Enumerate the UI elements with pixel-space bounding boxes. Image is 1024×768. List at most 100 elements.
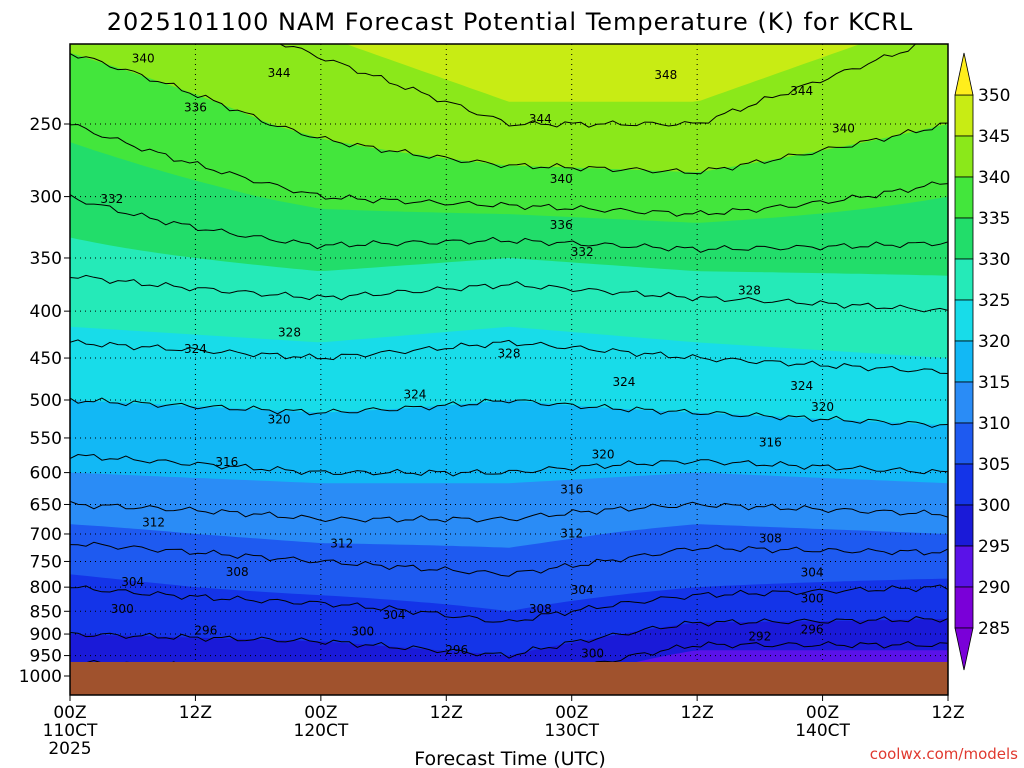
contour-label: 316 [215, 455, 238, 469]
contour-label: 344 [268, 66, 291, 80]
x-tick-label: 110CT [43, 721, 98, 741]
grid-lines [70, 44, 948, 662]
contour-300 [70, 616, 948, 659]
contour-label: 292 [748, 630, 771, 644]
y-tick-label: 800 [30, 578, 62, 598]
contour-label: 316 [560, 482, 583, 496]
colorbar: 350 345 340 335 330 325 320 315 310 305 300 295 290 2… [954, 52, 1010, 671]
x-tick-label: 140CT [795, 721, 850, 741]
colorbar-label: 345 [978, 127, 1010, 147]
colorbar-box [954, 545, 974, 588]
x-tick-label: 120CT [294, 721, 349, 741]
y-tick-label: 400 [30, 302, 62, 322]
contour-label: 336 [550, 218, 573, 232]
contour-label: 300 [111, 602, 134, 616]
colorbar-label: 335 [978, 209, 1010, 229]
colorbar-label: 340 [978, 168, 1010, 188]
contour-label: 300 [801, 591, 824, 605]
colorbar-label: 310 [978, 414, 1010, 434]
y-tick-label: 750 [30, 552, 62, 572]
colorbar-box [954, 463, 974, 506]
x-tick-label: 12Z [179, 703, 212, 723]
contour-label: 316 [759, 435, 782, 449]
contour-label: 324 [403, 387, 426, 401]
y-tick-label: 450 [30, 349, 62, 369]
contour-label: 308 [226, 565, 249, 579]
contour-label: 308 [759, 532, 782, 546]
contour-label: 320 [811, 400, 834, 414]
contour-340 [70, 53, 948, 175]
contour-label: 324 [790, 379, 813, 393]
colorbar-box [954, 258, 974, 301]
contour-308 [70, 541, 948, 577]
y-tick-label: 650 [30, 495, 62, 515]
colorbar-box [954, 586, 974, 629]
contour-336 [70, 123, 948, 217]
contour-label: 312 [560, 526, 583, 540]
y-tick-label: 350 [30, 249, 62, 269]
contour-label: 312 [142, 515, 165, 529]
colorbar-box [954, 217, 974, 260]
contour-label: 344 [790, 84, 813, 98]
contour-label: 312 [330, 537, 353, 551]
contour-label: 340 [132, 51, 155, 65]
colorbar-label: 325 [978, 291, 1010, 311]
contour-label: 320 [592, 447, 615, 461]
plot-frame [69, 43, 949, 696]
x-tick-label: 00Z [53, 703, 86, 723]
x-tick-label: 130CT [544, 721, 599, 741]
x-tick-label: 2025 [48, 739, 91, 759]
contour-label: 296 [445, 643, 468, 657]
band-350 [70, 35, 948, 44]
contour-332 [70, 194, 948, 253]
contour-label: 324 [184, 342, 207, 356]
contour-label: 348 [654, 68, 677, 82]
colorbar-label: 320 [978, 332, 1010, 352]
x-axis-label: Forecast Time (UTC) [414, 748, 605, 768]
contour-label: 320 [268, 412, 291, 426]
y-tick-label: 500 [30, 391, 62, 411]
y-tick-label: 600 [30, 464, 62, 484]
contour-label: 300 [581, 646, 604, 660]
x-tick-label: 00Z [806, 703, 839, 723]
colorbar-box [954, 340, 974, 383]
y-tick-label: 300 [30, 188, 62, 208]
contour-label: 340 [832, 122, 855, 136]
y-axis: 250 300 350 400 450 500 550 600 650 700 750 800 850 9… [19, 115, 70, 687]
contour-label: 340 [550, 172, 573, 186]
colorbar-label: 300 [978, 496, 1010, 516]
contour-label: 304 [801, 565, 824, 579]
contour-label: 304 [121, 575, 144, 589]
colorbar-box [954, 135, 974, 178]
x-tick-label: 00Z [304, 703, 337, 723]
y-tick-label: 950 [30, 647, 62, 667]
y-tick-label: 900 [30, 625, 62, 645]
plot-area: 340 344 348 344 336 344 340 340 332 336 332 328 328 3… [69, 35, 949, 696]
colorbar-top-arrow [954, 52, 974, 96]
contour-label: 332 [571, 245, 594, 259]
colorbar-label: 315 [978, 373, 1010, 393]
contour-labels: 340 344 348 344 336 344 340 340 332 336 332 328 328 3… [100, 51, 855, 660]
watermark: coolwx.com/models [870, 745, 1018, 763]
x-tick-label: 00Z [555, 703, 588, 723]
x-tick-label: 12Z [931, 703, 964, 723]
x-tick-label: 12Z [430, 703, 463, 723]
contour-320 [70, 397, 948, 428]
colorbar-bottom-arrow [954, 627, 974, 671]
contour-label: 296 [801, 623, 824, 637]
y-tick-label: 850 [30, 602, 62, 622]
contour-316 [70, 453, 948, 477]
colorbar-label: 285 [978, 619, 1010, 639]
contour-label: 296 [194, 623, 217, 637]
contour-label: 308 [529, 602, 552, 616]
contour-label: 336 [184, 101, 207, 115]
contour-label: 324 [613, 375, 636, 389]
theta-bands [70, 35, 948, 695]
contour-328 [70, 274, 948, 313]
contour-312 [70, 500, 948, 523]
contour-label: 328 [278, 325, 301, 339]
colorbar-box [954, 381, 974, 424]
ground [70, 662, 948, 695]
